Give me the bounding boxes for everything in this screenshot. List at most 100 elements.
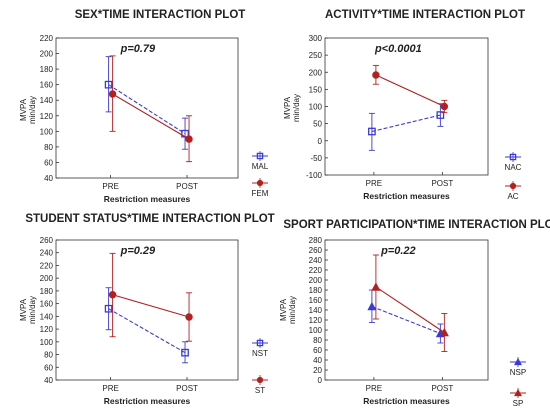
x-axis-label: Restriction measures xyxy=(363,396,450,406)
data-point-pre xyxy=(108,291,117,299)
series-line xyxy=(375,74,445,107)
legend-item-st: ST xyxy=(252,375,268,395)
y-tick-label: 60 xyxy=(44,158,53,167)
x-tick-label-pre: PRE xyxy=(366,179,382,188)
y-tick-label: 140 xyxy=(309,306,323,315)
y-tick-label: 200 xyxy=(40,50,54,59)
legend-marker xyxy=(509,153,517,161)
y-tick-label: 140 xyxy=(40,312,54,321)
data-point-pre xyxy=(371,282,381,291)
legend-marker xyxy=(256,152,264,160)
data-point-post xyxy=(436,111,445,119)
legend-marker xyxy=(514,357,522,366)
data-point-pre xyxy=(368,127,376,136)
legend-label: AC xyxy=(507,192,518,201)
legend-marker xyxy=(514,388,522,397)
plot-frame xyxy=(324,239,489,381)
legend-marker xyxy=(256,339,264,347)
y-tick-label: 260 xyxy=(40,236,54,245)
p-value-annotation: p=0.79 xyxy=(120,43,156,55)
legend-item-nst: NST xyxy=(252,338,268,358)
series-line xyxy=(371,305,441,335)
y-tick-label: 160 xyxy=(309,296,323,305)
series-st xyxy=(108,252,193,342)
y-tick-label: 40 xyxy=(44,376,53,385)
plot-frame xyxy=(55,37,239,179)
p-value-annotation: p<0.0001 xyxy=(374,43,422,55)
y-tick-label: 100 xyxy=(40,127,54,136)
chart-title: STUDENT STATUS*TIME INTERACTION PLOT xyxy=(25,213,274,225)
legend-item-ac: AC xyxy=(505,181,521,201)
data-point-pre xyxy=(104,80,113,89)
y-tick-label: 300 xyxy=(309,34,323,43)
y-tick-label: 160 xyxy=(40,81,54,90)
series-line xyxy=(371,114,441,133)
y-tick-label: 180 xyxy=(40,65,54,74)
y-tick-label: 120 xyxy=(309,316,323,325)
y-axis-label: MVPAmin/day xyxy=(19,296,37,324)
y-tick-label: 260 xyxy=(309,246,323,255)
y-tick-label: 200 xyxy=(40,274,54,283)
data-point-post xyxy=(185,135,193,143)
y-tick-label: 60 xyxy=(44,363,53,372)
y-tick-label: 180 xyxy=(40,287,54,296)
y-axis-label: MVPAmin/day xyxy=(19,96,37,124)
series-mal xyxy=(104,56,189,150)
legend-label: ST xyxy=(255,386,265,395)
y-tick-label: 0 xyxy=(318,376,323,385)
y-tick-label: 250 xyxy=(309,51,323,60)
y-tick-label: 80 xyxy=(44,143,53,152)
chart-title: SPORT PARTICIPATION*TIME INTERACTION PLO… xyxy=(283,219,550,231)
x-tick-label-post: POST xyxy=(431,179,453,188)
series-line xyxy=(375,286,445,333)
y-tick-label: 240 xyxy=(40,249,54,258)
legend-label: NST xyxy=(252,349,268,358)
data-point-post xyxy=(439,327,449,337)
y-tick-label: 40 xyxy=(313,356,322,365)
legend-label: NAC xyxy=(505,163,522,172)
y-tick-label: 20 xyxy=(313,366,322,375)
chart-panel-4: SPORT PARTICIPATION*TIME INTERACTION PLO… xyxy=(279,219,550,408)
legend-marker xyxy=(256,179,264,187)
legend-label: SP xyxy=(513,399,524,408)
legend-item-mal: MAL xyxy=(252,151,269,171)
y-tick-label: -50 xyxy=(310,154,322,163)
data-point-pre xyxy=(104,304,113,313)
plot-frame xyxy=(55,239,239,381)
x-tick-label-pre: PRE xyxy=(102,182,118,191)
chart-panel-2: ACTIVITY*TIME INTERACTION PLOT -100 -50 0 50… xyxy=(283,9,525,201)
y-tick-label: 40 xyxy=(44,174,53,183)
series-line xyxy=(112,294,190,318)
legend-item-sp: SP xyxy=(510,388,526,408)
y-tick-label: 150 xyxy=(309,85,323,94)
series-line xyxy=(108,84,186,135)
legend-label: MAL xyxy=(252,162,269,171)
y-tick-label: 120 xyxy=(40,325,54,334)
chart-panel-1: SEX*TIME INTERACTION PLOT 40 60 80 100 120 140… xyxy=(19,9,269,204)
chart-panel-3: STUDENT STATUS*TIME INTERACTION PLOT 40 60… xyxy=(19,213,275,406)
x-tick-label-post: POST xyxy=(176,182,198,191)
y-tick-label: 220 xyxy=(40,34,54,43)
data-point-post xyxy=(440,102,449,111)
series-line xyxy=(112,93,190,140)
x-tick-label-post: POST xyxy=(176,384,198,393)
y-tick-label: 100 xyxy=(40,338,54,347)
y-tick-label: 240 xyxy=(309,256,323,265)
y-tick-label: 100 xyxy=(309,326,323,335)
legend-item-nac: NAC xyxy=(505,152,522,172)
x-tick-label-pre: PRE xyxy=(102,384,118,393)
legend-label: FEM xyxy=(252,189,269,198)
series-nsp xyxy=(367,289,445,344)
data-point-post xyxy=(185,313,193,321)
plot-frame xyxy=(324,37,489,176)
y-tick-label: 220 xyxy=(40,261,54,270)
y-tick-label: -100 xyxy=(306,171,323,180)
data-point-pre xyxy=(367,301,377,311)
y-tick-label: 220 xyxy=(309,266,323,275)
y-tick-label: 50 xyxy=(313,120,322,129)
series-line xyxy=(108,308,186,354)
y-tick-label: 180 xyxy=(309,286,323,295)
data-point-pre xyxy=(108,90,117,98)
y-tick-label: 0 xyxy=(318,137,323,146)
